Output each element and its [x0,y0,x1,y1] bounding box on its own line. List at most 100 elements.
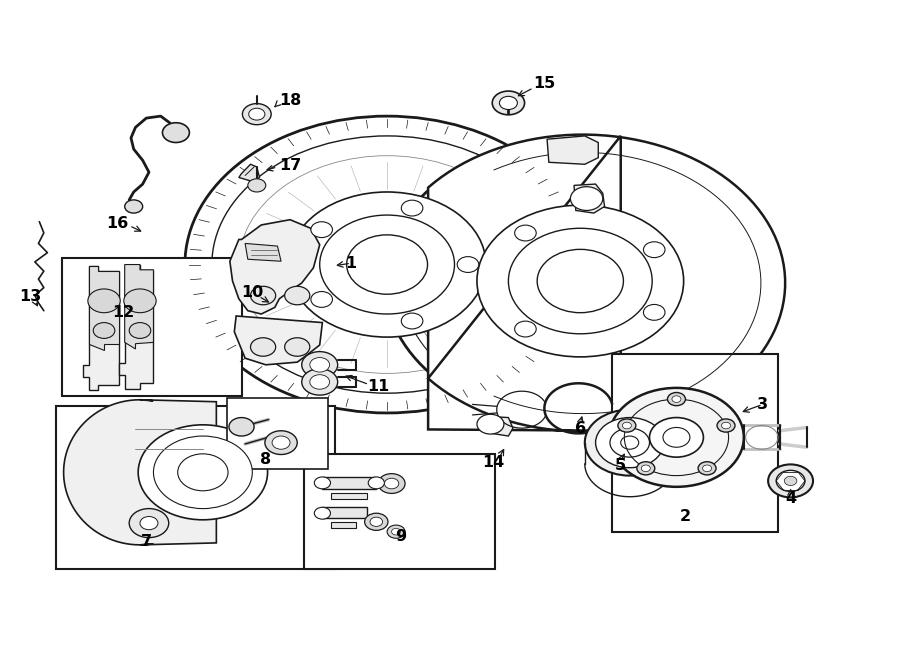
Circle shape [284,286,310,305]
Text: 10: 10 [241,285,264,299]
Circle shape [302,352,338,378]
Polygon shape [238,165,259,182]
Circle shape [477,205,684,357]
Polygon shape [89,266,120,350]
Circle shape [609,388,743,487]
Circle shape [644,305,665,321]
Circle shape [265,431,297,455]
Bar [57,406,335,569]
Circle shape [621,436,639,449]
Circle shape [717,419,735,432]
Circle shape [250,286,275,305]
Polygon shape [125,264,154,349]
Circle shape [364,513,388,530]
Circle shape [370,517,382,526]
Circle shape [162,123,189,143]
Text: 3: 3 [757,397,769,412]
Circle shape [177,454,228,490]
Circle shape [140,516,158,529]
Text: 17: 17 [279,158,302,173]
Circle shape [314,477,330,488]
Circle shape [139,425,267,520]
Circle shape [310,221,332,237]
Circle shape [401,200,423,216]
Bar [227,398,328,469]
Circle shape [618,419,636,432]
Text: 4: 4 [785,491,796,506]
Circle shape [401,313,423,329]
Text: 12: 12 [112,305,135,319]
Polygon shape [84,266,120,390]
Circle shape [703,465,712,471]
Circle shape [515,225,536,241]
Circle shape [768,465,813,497]
Text: 18: 18 [279,93,302,108]
Circle shape [477,414,504,434]
Circle shape [663,428,690,447]
Circle shape [650,418,704,457]
Polygon shape [574,184,605,213]
Circle shape [537,249,624,313]
Text: 1: 1 [346,256,356,271]
Circle shape [571,186,603,210]
Circle shape [384,479,399,488]
Circle shape [130,508,168,537]
Circle shape [642,465,651,471]
Circle shape [585,410,675,476]
Text: 13: 13 [19,289,41,303]
Text: 5: 5 [616,458,626,473]
Polygon shape [331,522,356,528]
Bar [304,454,495,569]
Circle shape [314,507,330,519]
Circle shape [212,136,562,393]
Circle shape [515,321,536,337]
Polygon shape [245,243,281,261]
Circle shape [610,428,650,457]
Circle shape [644,242,665,258]
Circle shape [668,393,686,406]
Circle shape [500,97,518,110]
Circle shape [508,228,652,334]
Polygon shape [120,264,154,389]
Bar [612,354,778,531]
Circle shape [184,116,590,413]
Text: 14: 14 [482,455,504,470]
Polygon shape [547,136,598,165]
Text: 6: 6 [575,420,586,436]
Circle shape [242,104,271,125]
Circle shape [457,256,479,272]
Circle shape [672,396,681,403]
Circle shape [378,474,405,493]
Circle shape [88,289,121,313]
Circle shape [310,358,329,372]
Circle shape [384,137,776,425]
Circle shape [154,436,252,508]
Circle shape [623,422,632,429]
Circle shape [392,528,400,535]
Circle shape [368,477,384,488]
Circle shape [248,108,265,120]
Circle shape [776,471,805,491]
Circle shape [272,436,290,449]
Circle shape [288,192,486,337]
Circle shape [320,215,454,314]
Polygon shape [331,492,367,499]
Polygon shape [234,316,322,365]
Text: 16: 16 [106,216,129,231]
Circle shape [125,200,143,213]
Circle shape [130,323,151,338]
Circle shape [229,418,254,436]
Text: 15: 15 [533,75,555,91]
Circle shape [250,338,275,356]
Circle shape [310,375,329,389]
Text: 11: 11 [367,379,389,394]
Circle shape [248,178,266,192]
Text: 9: 9 [395,529,406,544]
Circle shape [346,235,428,294]
Circle shape [387,525,405,538]
Polygon shape [230,219,320,314]
Polygon shape [64,400,216,545]
Circle shape [637,462,655,475]
Polygon shape [322,507,367,518]
Circle shape [784,477,796,486]
